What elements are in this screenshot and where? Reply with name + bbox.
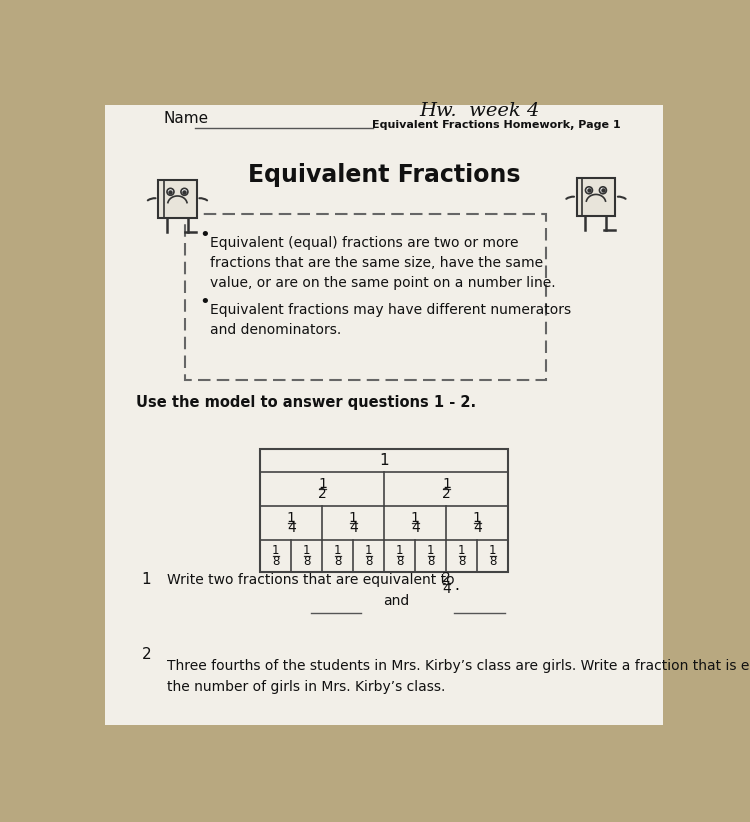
Text: 4: 4: [442, 582, 451, 596]
Text: 4: 4: [411, 521, 420, 535]
Text: Equivalent fractions may have different numerators
and denominators.: Equivalent fractions may have different …: [210, 302, 572, 337]
Text: 1: 1: [272, 544, 280, 557]
FancyBboxPatch shape: [185, 215, 545, 380]
Bar: [577, 178, 615, 216]
Text: 1: 1: [396, 544, 404, 557]
Text: 8: 8: [272, 555, 280, 568]
Text: 8: 8: [396, 555, 404, 568]
Text: 1: 1: [365, 544, 373, 557]
Circle shape: [181, 188, 188, 196]
Text: 4: 4: [349, 521, 358, 535]
Text: •: •: [200, 225, 210, 243]
Text: 1: 1: [411, 510, 420, 524]
Text: 8: 8: [458, 555, 466, 568]
Text: 1: 1: [427, 544, 435, 557]
Text: Name: Name: [164, 111, 209, 127]
Text: Use the model to answer questions 1 - 2.: Use the model to answer questions 1 - 2.: [136, 395, 476, 409]
Text: 8: 8: [489, 555, 496, 568]
Text: 8: 8: [365, 555, 373, 568]
Text: 2: 2: [142, 647, 152, 663]
Text: 1: 1: [489, 544, 496, 557]
Text: 8: 8: [427, 555, 434, 568]
Text: 1: 1: [287, 510, 296, 524]
Text: 8: 8: [334, 555, 341, 568]
Text: Hw.  week 4: Hw. week 4: [419, 102, 540, 119]
Circle shape: [586, 187, 592, 194]
Bar: [158, 180, 196, 218]
Circle shape: [599, 187, 607, 194]
Text: 4: 4: [287, 521, 296, 535]
Text: Equivalent (equal) fractions are two or more
fractions that are the same size, h: Equivalent (equal) fractions are two or …: [210, 236, 556, 290]
Text: 1: 1: [442, 477, 451, 491]
Text: 1: 1: [334, 544, 341, 557]
Text: 1: 1: [349, 510, 358, 524]
Text: 4: 4: [473, 521, 482, 535]
Text: Three fourths of the students in Mrs. Kirby’s class are girls. Write a fraction : Three fourths of the students in Mrs. Ki…: [167, 659, 750, 694]
Text: 1: 1: [380, 453, 389, 468]
Text: 1: 1: [318, 477, 327, 491]
Text: 1: 1: [303, 544, 310, 557]
Text: and: and: [382, 594, 410, 608]
Text: 2: 2: [442, 571, 451, 585]
Text: .: .: [454, 578, 460, 593]
Text: 2: 2: [442, 487, 451, 501]
Text: 1: 1: [142, 572, 152, 587]
Text: 1: 1: [473, 510, 482, 524]
Text: 8: 8: [303, 555, 310, 568]
Text: Equivalent Fractions Homework, Page 1: Equivalent Fractions Homework, Page 1: [372, 120, 621, 130]
Text: 1: 1: [458, 544, 466, 557]
Bar: [260, 449, 509, 572]
Circle shape: [167, 188, 174, 196]
Text: •: •: [200, 293, 210, 311]
Text: Equivalent Fractions: Equivalent Fractions: [248, 163, 520, 187]
Text: Write two fractions that are equivalent to: Write two fractions that are equivalent …: [167, 573, 455, 587]
Text: 2: 2: [318, 487, 327, 501]
